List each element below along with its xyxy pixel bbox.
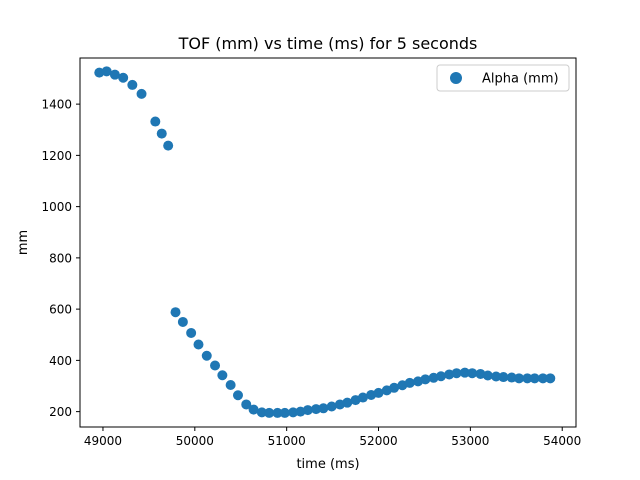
data-point — [156, 128, 167, 139]
data-point — [326, 401, 337, 412]
data-point — [136, 88, 147, 99]
x-tick-label: 53000 — [451, 434, 489, 448]
data-point — [201, 350, 212, 361]
data-point — [467, 368, 478, 379]
data-point — [170, 307, 181, 318]
data-point — [193, 339, 204, 350]
y-tick-label: 1200 — [41, 149, 72, 163]
legend-label: Alpha (mm) — [482, 72, 559, 87]
x-tick-label: 54000 — [543, 434, 581, 448]
y-tick-label: 400 — [49, 354, 72, 368]
y-tick-label: 1000 — [41, 200, 72, 214]
axis-ticks: 49000 50000 51000 52000 53000 54000 200 400 600 8… — [41, 98, 581, 448]
x-tick-label: 52000 — [359, 434, 397, 448]
data-point — [389, 382, 400, 393]
data-point — [150, 116, 161, 127]
data-point — [459, 367, 470, 378]
y-axis-label: mm — [16, 230, 31, 255]
data-point — [101, 66, 112, 77]
data-point — [186, 327, 197, 338]
data-point — [373, 387, 384, 398]
data-point — [482, 370, 493, 381]
data-point — [318, 403, 329, 414]
data-point — [529, 373, 540, 384]
data-point — [279, 407, 290, 418]
data-point — [217, 370, 228, 381]
data-point — [109, 69, 120, 80]
data-point — [302, 405, 313, 416]
chart-title: TOF (mm) vs time (ms) for 5 seconds — [178, 34, 478, 53]
legend: Alpha (mm) — [436, 64, 570, 92]
data-point — [451, 368, 462, 379]
x-tick-label: 51000 — [268, 434, 306, 448]
x-tick-label: 49000 — [84, 434, 122, 448]
data-point — [248, 404, 259, 415]
data-point — [545, 373, 556, 384]
data-point — [241, 399, 252, 410]
data-point — [491, 371, 502, 382]
data-point — [506, 372, 517, 383]
data-point — [420, 374, 431, 385]
plot-frame — [79, 57, 577, 428]
data-point — [272, 407, 283, 418]
data-point — [177, 316, 188, 327]
data-point — [311, 404, 322, 415]
data-point — [342, 397, 353, 408]
data-point — [522, 373, 533, 384]
data-point — [404, 377, 415, 388]
data-point — [288, 407, 299, 418]
y-tick-label: 600 — [49, 303, 72, 317]
data-point — [435, 371, 446, 382]
data-point — [163, 140, 174, 151]
y-tick-label: 1400 — [41, 98, 72, 112]
legend-marker — [450, 72, 462, 84]
data-point — [537, 373, 548, 384]
data-point — [118, 72, 129, 83]
data-point — [514, 373, 525, 384]
y-tick-label: 200 — [49, 405, 72, 419]
data-point — [498, 372, 509, 383]
legend-box — [436, 64, 570, 92]
data-point — [225, 379, 236, 390]
data-point — [210, 360, 221, 371]
data-point — [357, 392, 368, 403]
data-point — [256, 407, 267, 418]
x-axis-label: time (ms) — [296, 457, 359, 472]
x-tick-label: 50000 — [176, 434, 214, 448]
data-point — [264, 407, 275, 418]
y-tick-label: 800 — [49, 251, 72, 265]
data-point — [232, 390, 243, 401]
data-points — [94, 66, 556, 418]
data-point — [127, 79, 138, 90]
